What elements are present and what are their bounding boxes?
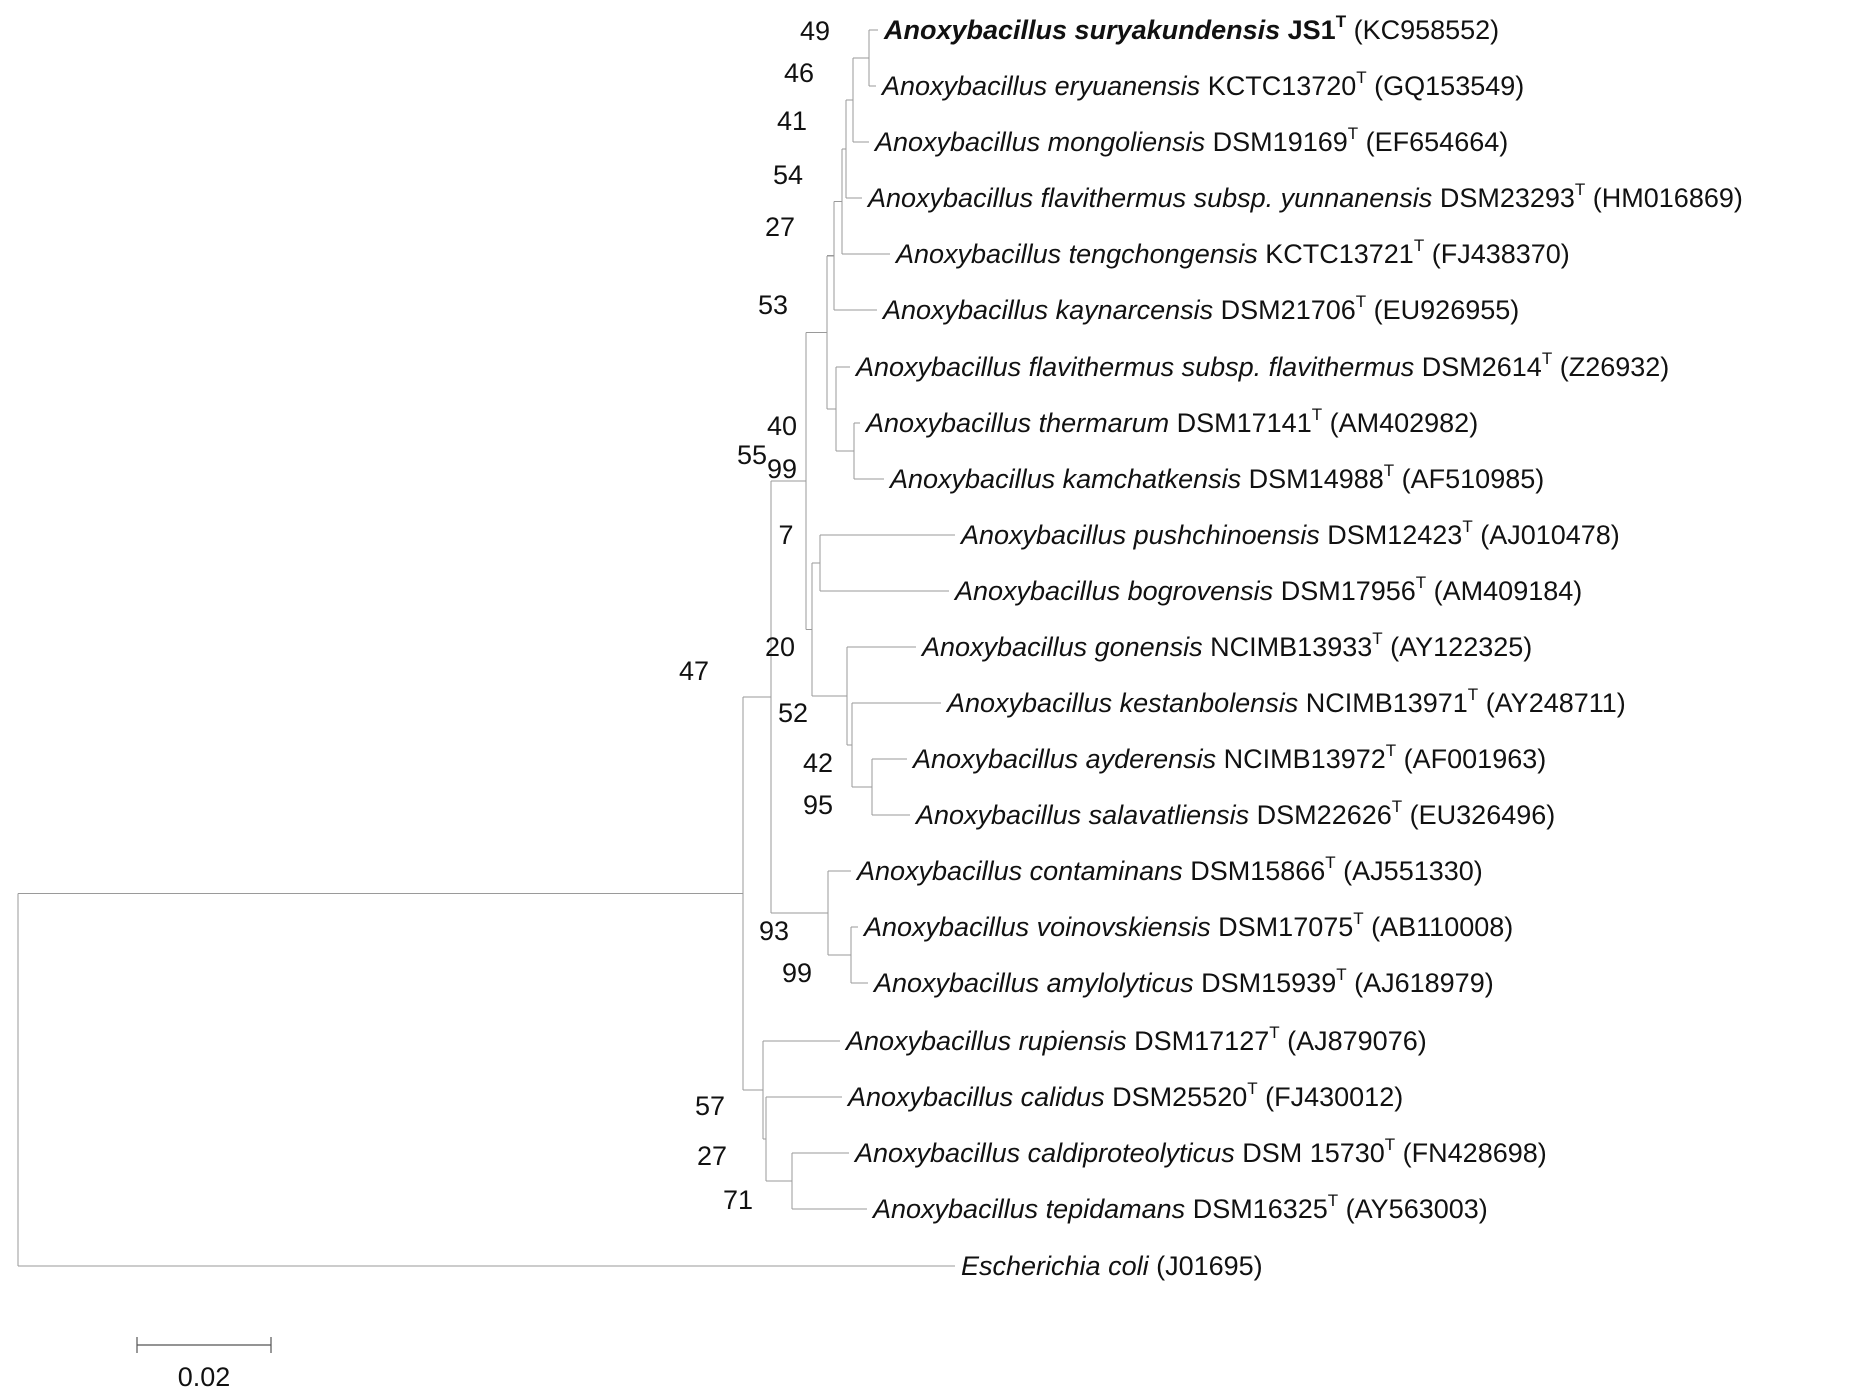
bootstrap-n_ther_kamc: 99 — [767, 454, 797, 484]
bootstrap-n_voin_amyl: 99 — [782, 958, 812, 988]
bootstrap-n_rupi_grp: 57 — [695, 1091, 725, 1121]
bootstrap-n_kest_grp: 52 — [778, 698, 808, 728]
taxon-label-bogr: Anoxybacillus bogrovensis DSM17956T (AM4… — [953, 573, 1582, 606]
taxon-label-kayn: Anoxybacillus kaynarcensis DSM21706T (EU… — [881, 292, 1519, 325]
taxon-label-ayde: Anoxybacillus ayderensis NCIMB13972T (AF… — [911, 741, 1546, 774]
bootstrap-n_ayde_sala: 95 — [803, 790, 833, 820]
taxon-label-yunn: Anoxybacillus flavithermus subsp. yunnan… — [866, 180, 1743, 213]
taxon-label-cald: Anoxybacillus caldiproteolyticus DSM 157… — [853, 1135, 1547, 1168]
bootstrap-n_ingroup: 47 — [679, 656, 709, 686]
taxon-label-flav: Anoxybacillus flavithermus subsp. flavit… — [854, 349, 1669, 382]
bootstrap-n_cont_grp: 93 — [759, 916, 789, 946]
taxon-label-sury: Anoxybacillus suryakundensis JS1T (KC958… — [883, 12, 1499, 45]
taxon-label-cont: Anoxybacillus contaminans DSM15866T (AJ5… — [855, 853, 1483, 886]
bootstrap-n_kayn: 27 — [765, 212, 795, 242]
taxon-label-gone: Anoxybacillus gonensis NCIMB13933T (AY12… — [920, 629, 1532, 662]
taxon-label-voin: Anoxybacillus voinovskiensis DSM17075T (… — [862, 909, 1513, 942]
taxon-label-rupi: Anoxybacillus rupiensis DSM17127T (AJ879… — [844, 1023, 1427, 1056]
scale-bar-label: 0.02 — [178, 1362, 231, 1392]
bootstrap-n_main: 55 — [737, 440, 767, 470]
taxon-label-kest: Anoxybacillus kestanbolensis NCIMB13971T… — [945, 685, 1626, 718]
bootstrap-n_sury_eryu: 49 — [800, 16, 830, 46]
scale-bar: 0.02 — [136, 1337, 272, 1392]
taxon-label-tepi: Anoxybacillus tepidamans DSM16325T (AY56… — [871, 1191, 1488, 1224]
taxon-label-amyl: Anoxybacillus amylolyticus DSM15939T (AJ… — [872, 965, 1494, 998]
bootstrap-n_cald_tepi: 71 — [723, 1185, 753, 1215]
bootstrap-n_mong: 46 — [784, 58, 814, 88]
taxon-label-teng: Anoxybacillus tengchongensis KCTC13721T … — [894, 236, 1570, 269]
bootstrap-n_ayde_grp: 42 — [803, 748, 833, 778]
bootstrap-n_core: 53 — [758, 290, 788, 320]
taxon-label-kamc: Anoxybacillus kamchatkensis DSM14988T (A… — [888, 461, 1544, 494]
bootstrap-n_gone_grp: 20 — [765, 632, 795, 662]
taxon-label-push: Anoxybacillus pushchinoensis DSM12423T (… — [959, 517, 1620, 550]
bootstrap-n_push_bogr: 7 — [778, 520, 793, 550]
tree-branches — [17, 29, 955, 1267]
taxon-labels: Anoxybacillus suryakundensis JS1T (KC958… — [844, 12, 1743, 1281]
bootstrap-n_flav_grp: 40 — [767, 411, 797, 441]
taxon-label-mong: Anoxybacillus mongoliensis DSM19169T (EF… — [873, 124, 1508, 157]
bootstrap-n_cali_grp: 27 — [697, 1141, 727, 1171]
taxon-label-ecol: Escherichia coli (J01695) — [961, 1251, 1263, 1281]
bootstrap-values: 49 46 41 54 27 53 40 99 7 20 52 42 95 55 93 99 47 57 27 71 — [679, 16, 833, 1215]
taxon-label-ther: Anoxybacillus thermarum DSM17141T (AM402… — [864, 405, 1478, 438]
taxon-label-sala: Anoxybacillus salavatliensis DSM22626T (… — [914, 797, 1555, 830]
taxon-label-eryu: Anoxybacillus eryuanensis KCTC13720T (GQ… — [880, 68, 1524, 101]
bootstrap-n_yunn: 41 — [777, 106, 807, 136]
bootstrap-n_teng: 54 — [773, 160, 803, 190]
taxon-label-cali: Anoxybacillus calidus DSM25520T (FJ43001… — [846, 1079, 1403, 1112]
